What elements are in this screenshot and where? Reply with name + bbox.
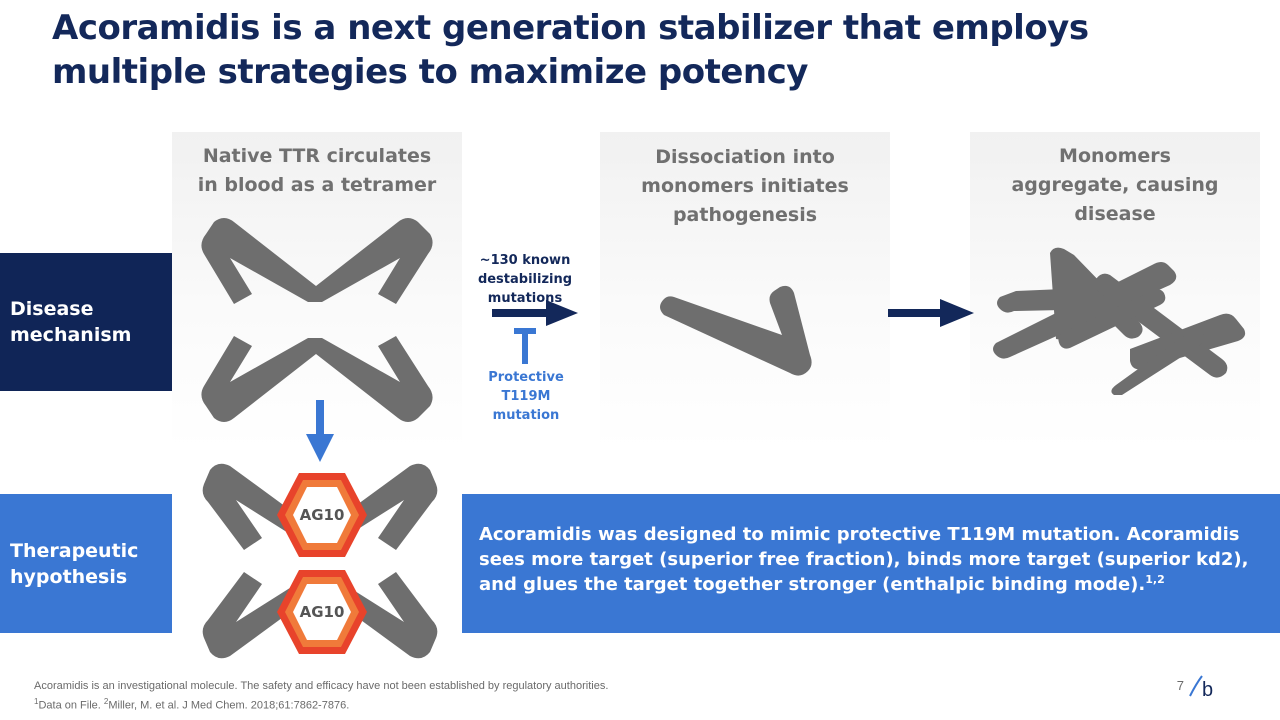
panel-dissociation: Dissociation into monomers initiates pat…	[600, 132, 890, 450]
panel-aggregation-title: Monomers aggregate, causing disease	[1011, 145, 1219, 225]
ag10-badge-icon-bottom	[277, 570, 367, 654]
destabilizing-mutations-label: ~130 known destabilizing mutations	[477, 253, 573, 306]
page-number: 7	[1176, 678, 1184, 693]
footnotes: Acoramidis is an investigational molecul…	[34, 679, 734, 714]
right-arrow-icon-dissociation	[492, 300, 578, 326]
panel-dissociation-title: Dissociation into monomers initiates pat…	[641, 146, 849, 226]
ttr-aggregate-icon	[993, 247, 1246, 395]
protective-mutation-label: Protective T119M mutation	[488, 370, 564, 423]
row-label-disease-mechanism: Disease mechanism	[0, 253, 172, 391]
hypothesis-text: Acoramidis was designed to mimic protect…	[479, 524, 1249, 595]
references-text: 1Data on File. 2Miller, M. et al. J Med …	[34, 694, 734, 714]
ttr-tetramer-icon	[201, 218, 433, 422]
right-arrow-icon-aggregation	[888, 299, 974, 327]
hypothesis-box: Acoramidis was designed to mimic protect…	[462, 494, 1280, 633]
company-logo-icon: b	[1189, 675, 1213, 701]
logo-letter: b	[1202, 679, 1213, 701]
ref2-text: Miller, M. et al. J Med Chem. 2018;61:78…	[108, 699, 350, 712]
down-arrow-icon	[306, 400, 334, 462]
ref1-text: Data on File.	[38, 699, 101, 712]
ref1-number: 1	[34, 697, 39, 706]
ttr-monomer-icon	[660, 285, 812, 376]
inhibition-t-icon	[514, 328, 536, 364]
row-label-therapeutic-hypothesis: Therapeutic hypothesis	[0, 494, 172, 633]
ag10-badge-icon-top	[277, 473, 367, 557]
panel-native-ttr-title: Native TTR circulates in blood as a tetr…	[197, 145, 437, 196]
ref2-number: 2	[103, 697, 109, 706]
slide-title: Acoramidis is a next generation stabiliz…	[52, 8, 1089, 92]
hypothesis-refs: 1,2	[1145, 573, 1165, 586]
ag10-label-bottom: AG10	[299, 603, 345, 621]
ag10-label-top: AG10	[299, 506, 345, 524]
disclaimer-text: Acoramidis is an investigational molecul…	[34, 680, 609, 692]
